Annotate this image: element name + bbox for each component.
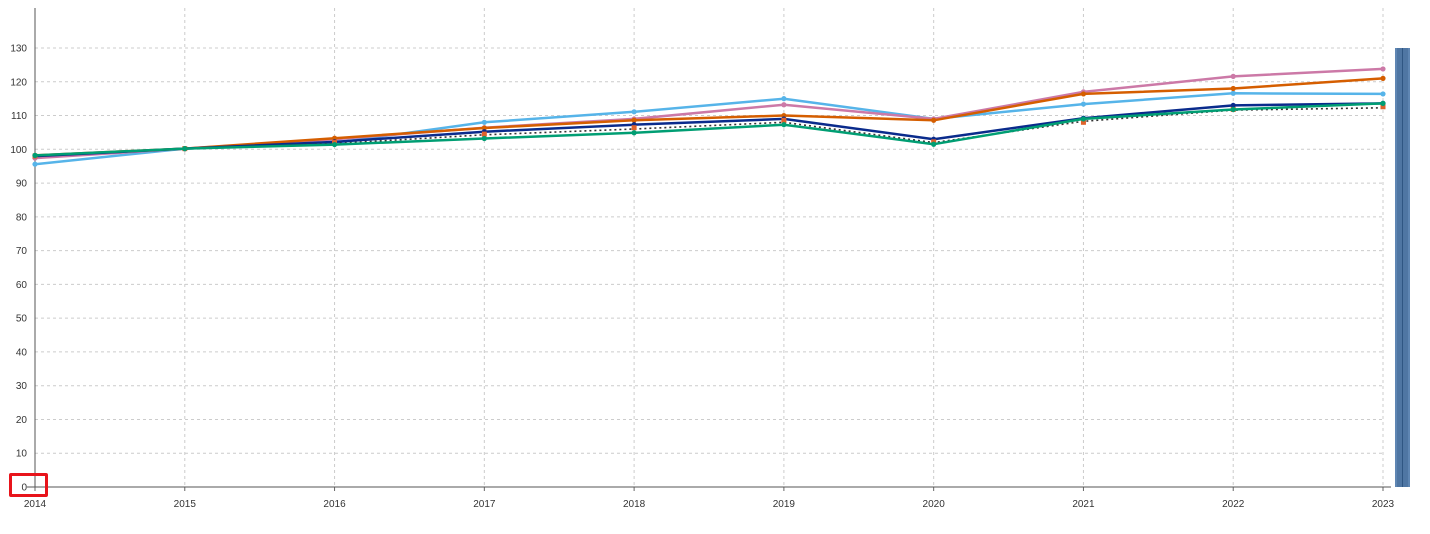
series-6: [32, 100, 1386, 158]
data-point[interactable]: [1380, 91, 1386, 97]
series-line-6: [34, 102, 1384, 157]
data-point[interactable]: [1380, 66, 1386, 72]
data-point[interactable]: [781, 122, 787, 128]
data-point[interactable]: [1380, 104, 1386, 110]
y-tick-label: 40: [16, 347, 28, 358]
highlight-box: [9, 473, 48, 497]
data-point[interactable]: [182, 146, 188, 152]
series-layer: [32, 66, 1386, 167]
data-point[interactable]: [631, 125, 637, 131]
data-point[interactable]: [481, 119, 487, 125]
data-point[interactable]: [481, 135, 487, 142]
x-tick-label: 2023: [1372, 499, 1395, 510]
y-tick-label: 50: [16, 314, 28, 325]
x-tick-label: 2022: [1222, 499, 1245, 510]
x-tick-label: 2021: [1072, 499, 1095, 510]
data-point[interactable]: [1380, 100, 1386, 106]
data-point[interactable]: [1230, 73, 1236, 79]
x-tick-label: 2017: [473, 499, 496, 510]
data-point[interactable]: [781, 96, 787, 102]
data-point[interactable]: [1080, 116, 1087, 122]
y-tick-label: 30: [16, 381, 28, 392]
y-tick-label: 80: [16, 212, 28, 223]
data-point[interactable]: [481, 131, 487, 137]
x-tick-label: 2014: [24, 499, 47, 510]
grid: [35, 8, 1384, 487]
y-tick-label: 60: [16, 280, 28, 291]
data-point[interactable]: [1080, 91, 1087, 97]
y-tick-label: 110: [11, 111, 27, 122]
x-tick-label: 2020: [923, 499, 946, 510]
data-point[interactable]: [1230, 102, 1236, 109]
y-tick-label: 90: [16, 179, 28, 190]
y-tick-label: 0: [21, 483, 27, 494]
x-tick-label: 2015: [174, 499, 197, 510]
y-tick-label: 130: [10, 44, 27, 55]
data-point[interactable]: [331, 141, 338, 148]
data-point[interactable]: [781, 117, 787, 123]
data-point[interactable]: [781, 102, 787, 108]
data-point[interactable]: [931, 141, 937, 147]
data-point[interactable]: [32, 152, 38, 158]
series-line-2: [34, 77, 1384, 157]
x-tick-label: 2018: [623, 499, 646, 510]
data-point[interactable]: [1230, 90, 1236, 96]
data-point[interactable]: [631, 109, 637, 115]
data-point[interactable]: [931, 117, 937, 123]
data-point[interactable]: [631, 117, 637, 123]
data-point[interactable]: [1080, 101, 1087, 107]
axes: 0 10 20 30 40 50 60 70 80 90 100 110 120 130 2014 2015 2…: [10, 8, 1395, 510]
y-tick-label: 70: [16, 246, 28, 257]
scroll-bar-handle[interactable]: [1395, 48, 1410, 487]
data-point[interactable]: [481, 125, 487, 131]
data-point[interactable]: [1380, 75, 1386, 81]
data-point[interactable]: [32, 161, 38, 167]
y-tick-label: 120: [10, 77, 27, 88]
y-tick-label: 10: [16, 449, 28, 460]
y-tick-label: 20: [16, 415, 28, 426]
data-point[interactable]: [631, 130, 637, 136]
series-line-3: [34, 102, 1384, 158]
x-tick-label: 2019: [773, 499, 796, 510]
data-point[interactable]: [331, 135, 338, 141]
data-point[interactable]: [1230, 85, 1236, 92]
data-point[interactable]: [1230, 106, 1236, 113]
data-point[interactable]: [1080, 119, 1086, 125]
y-tick-label: 100: [10, 145, 27, 156]
x-tick-label: 2016: [323, 499, 346, 510]
